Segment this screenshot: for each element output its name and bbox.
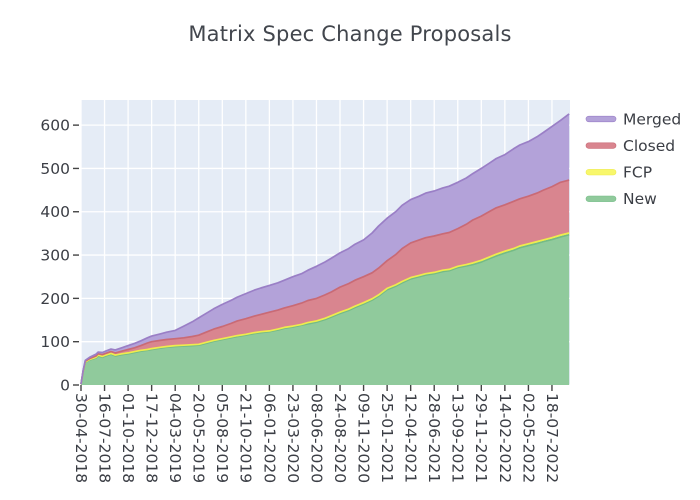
- y-tick-label: 200: [40, 290, 70, 308]
- x-tick-label: 14-02-2022: [496, 393, 514, 483]
- x-tick-label: 18-07-2022: [543, 393, 561, 483]
- area-closed: [81, 180, 570, 385]
- legend-label-fcp: FCP: [623, 164, 652, 182]
- x-tick-label: 16-07-2018: [95, 393, 113, 483]
- x-tick-label: 28-06-2021: [425, 393, 443, 483]
- y-tick-label: 0: [60, 376, 70, 394]
- area-new: [81, 234, 570, 385]
- legend-item-merged[interactable]: Merged: [585, 110, 681, 128]
- x-tick-label: 13-09-2021: [449, 393, 467, 483]
- x-tick-label: 01-10-2018: [119, 393, 137, 483]
- legend-item-closed[interactable]: Closed: [585, 137, 675, 155]
- x-tick-label: 04-03-2019: [166, 393, 184, 483]
- line-fcp: [80, 232, 570, 385]
- x-tick-label: 29-11-2021: [472, 393, 490, 483]
- legend-swatch-merged: [585, 115, 617, 123]
- legend-item-new[interactable]: New: [585, 190, 657, 208]
- y-tick-label: 100: [40, 333, 70, 351]
- x-tick-label: 20-05-2019: [190, 393, 208, 483]
- legend-label-merged: Merged: [623, 110, 681, 128]
- x-tick-label: 24-08-2020: [331, 393, 349, 483]
- y-tick-label: 400: [40, 203, 70, 221]
- x-tick-label: 23-03-2020: [284, 393, 302, 483]
- x-tick-label: 30-04-2018: [72, 393, 90, 483]
- x-tick-label: 08-06-2020: [307, 393, 325, 483]
- legend-label-new: New: [623, 190, 657, 208]
- x-tick-label: 05-08-2019: [213, 393, 231, 483]
- x-tick-label: 25-01-2021: [378, 393, 396, 483]
- x-tick-label: 02-05-2022: [519, 393, 537, 483]
- x-tick-label: 21-10-2019: [237, 393, 255, 483]
- legend-label-closed: Closed: [623, 137, 675, 155]
- line-merged: [80, 113, 570, 385]
- legend-swatch-new: [585, 195, 617, 202]
- legend-swatch-closed: [585, 142, 617, 149]
- legend-item-fcp[interactable]: FCP: [585, 164, 652, 182]
- chart-title: Matrix Spec Change Proposals: [188, 22, 512, 46]
- area-merged: [81, 113, 570, 385]
- x-tick-label: 06-01-2020: [260, 393, 278, 483]
- legend-swatch-fcp: [585, 169, 617, 176]
- x-tick-label: 09-11-2020: [354, 393, 372, 483]
- x-tick-label: 17-12-2018: [143, 393, 161, 483]
- y-tick-label: 600: [40, 117, 70, 135]
- x-tick-label: 12-04-2021: [402, 393, 420, 483]
- line-closed: [80, 179, 570, 385]
- y-tick-label: 300: [40, 246, 70, 264]
- y-tick-label: 500: [40, 160, 70, 178]
